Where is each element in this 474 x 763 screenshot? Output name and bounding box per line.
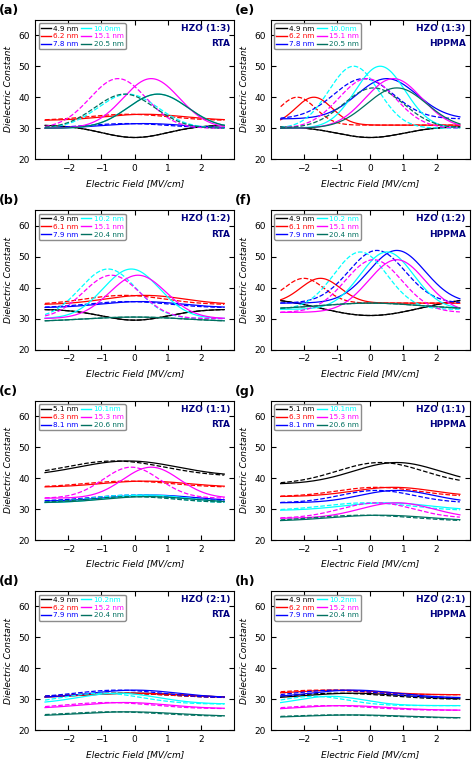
X-axis label: Electric Field [MV/cm]: Electric Field [MV/cm] (85, 179, 184, 188)
Y-axis label: Dielectric Constant: Dielectric Constant (240, 618, 249, 703)
Text: RTA: RTA (211, 39, 230, 48)
X-axis label: Electric Field [MV/cm]: Electric Field [MV/cm] (321, 750, 419, 759)
Text: HZO (1:1): HZO (1:1) (181, 404, 230, 414)
Text: HZO (2:1): HZO (2:1) (417, 595, 466, 604)
X-axis label: Electric Field [MV/cm]: Electric Field [MV/cm] (321, 559, 419, 568)
Text: HZO (1:3): HZO (1:3) (181, 24, 230, 33)
X-axis label: Electric Field [MV/cm]: Electric Field [MV/cm] (85, 750, 184, 759)
Text: HZO (1:1): HZO (1:1) (417, 404, 466, 414)
X-axis label: Electric Field [MV/cm]: Electric Field [MV/cm] (321, 369, 419, 378)
Text: RTA: RTA (211, 610, 230, 620)
Text: HPPMA: HPPMA (429, 420, 466, 429)
X-axis label: Electric Field [MV/cm]: Electric Field [MV/cm] (321, 179, 419, 188)
Text: RTA: RTA (211, 420, 230, 429)
Text: (f): (f) (235, 195, 252, 208)
Text: HPPMA: HPPMA (429, 230, 466, 239)
Y-axis label: Dielectric Constant: Dielectric Constant (240, 237, 249, 323)
Text: (e): (e) (235, 4, 255, 17)
Text: HPPMA: HPPMA (429, 610, 466, 620)
Legend: 4.9 nm, 6.2 nm, 7.9 nm, 10.2nm, 15.2 nm, 20.4 nm: 4.9 nm, 6.2 nm, 7.9 nm, 10.2nm, 15.2 nm,… (274, 594, 361, 620)
Text: (a): (a) (0, 4, 19, 17)
Y-axis label: Dielectric Constant: Dielectric Constant (4, 237, 13, 323)
Legend: 4.9 nm, 6.2 nm, 7.8 nm, 10.0nm, 15.1 nm, 20.5 nm: 4.9 nm, 6.2 nm, 7.8 nm, 10.0nm, 15.1 nm,… (39, 24, 126, 50)
Text: (d): (d) (0, 575, 20, 588)
Legend: 4.9 nm, 6.2 nm, 7.8 nm, 10.0nm, 15.1 nm, 20.5 nm: 4.9 nm, 6.2 nm, 7.8 nm, 10.0nm, 15.1 nm,… (274, 24, 361, 50)
Legend: 5.1 nm, 6.3 nm, 8.1 nm, 10.1nm, 15.3 nm, 20.6 nm: 5.1 nm, 6.3 nm, 8.1 nm, 10.1nm, 15.3 nm,… (39, 404, 126, 430)
Y-axis label: Dielectric Constant: Dielectric Constant (240, 427, 249, 513)
Y-axis label: Dielectric Constant: Dielectric Constant (4, 47, 13, 133)
Text: (g): (g) (235, 385, 255, 398)
Text: HPPMA: HPPMA (429, 39, 466, 48)
Legend: 5.1 nm, 6.3 nm, 8.1 nm, 10.1nm, 15.3 nm, 20.6 nm: 5.1 nm, 6.3 nm, 8.1 nm, 10.1nm, 15.3 nm,… (274, 404, 361, 430)
Text: HZO (1:2): HZO (1:2) (417, 214, 466, 224)
Y-axis label: Dielectric Constant: Dielectric Constant (240, 47, 249, 133)
Text: (b): (b) (0, 195, 20, 208)
Text: (c): (c) (0, 385, 18, 398)
X-axis label: Electric Field [MV/cm]: Electric Field [MV/cm] (85, 369, 184, 378)
Legend: 4.9 nm, 6.1 nm, 7.9 nm, 10.2 nm, 15.1 nm, 20.4 nm: 4.9 nm, 6.1 nm, 7.9 nm, 10.2 nm, 15.1 nm… (39, 214, 126, 240)
Y-axis label: Dielectric Constant: Dielectric Constant (4, 618, 13, 703)
Legend: 4.9 nm, 6.2 nm, 7.9 nm, 10.2nm, 15.2 nm, 20.4 nm: 4.9 nm, 6.2 nm, 7.9 nm, 10.2nm, 15.2 nm,… (39, 594, 126, 620)
Legend: 4.9 nm, 6.1 nm, 7.9 nm, 10.2 nm, 15.1 nm, 20.4 nm: 4.9 nm, 6.1 nm, 7.9 nm, 10.2 nm, 15.1 nm… (274, 214, 361, 240)
X-axis label: Electric Field [MV/cm]: Electric Field [MV/cm] (85, 559, 184, 568)
Text: (h): (h) (235, 575, 255, 588)
Text: HZO (2:1): HZO (2:1) (181, 595, 230, 604)
Text: RTA: RTA (211, 230, 230, 239)
Text: HZO (1:3): HZO (1:3) (417, 24, 466, 33)
Y-axis label: Dielectric Constant: Dielectric Constant (4, 427, 13, 513)
Text: HZO (1:2): HZO (1:2) (181, 214, 230, 224)
